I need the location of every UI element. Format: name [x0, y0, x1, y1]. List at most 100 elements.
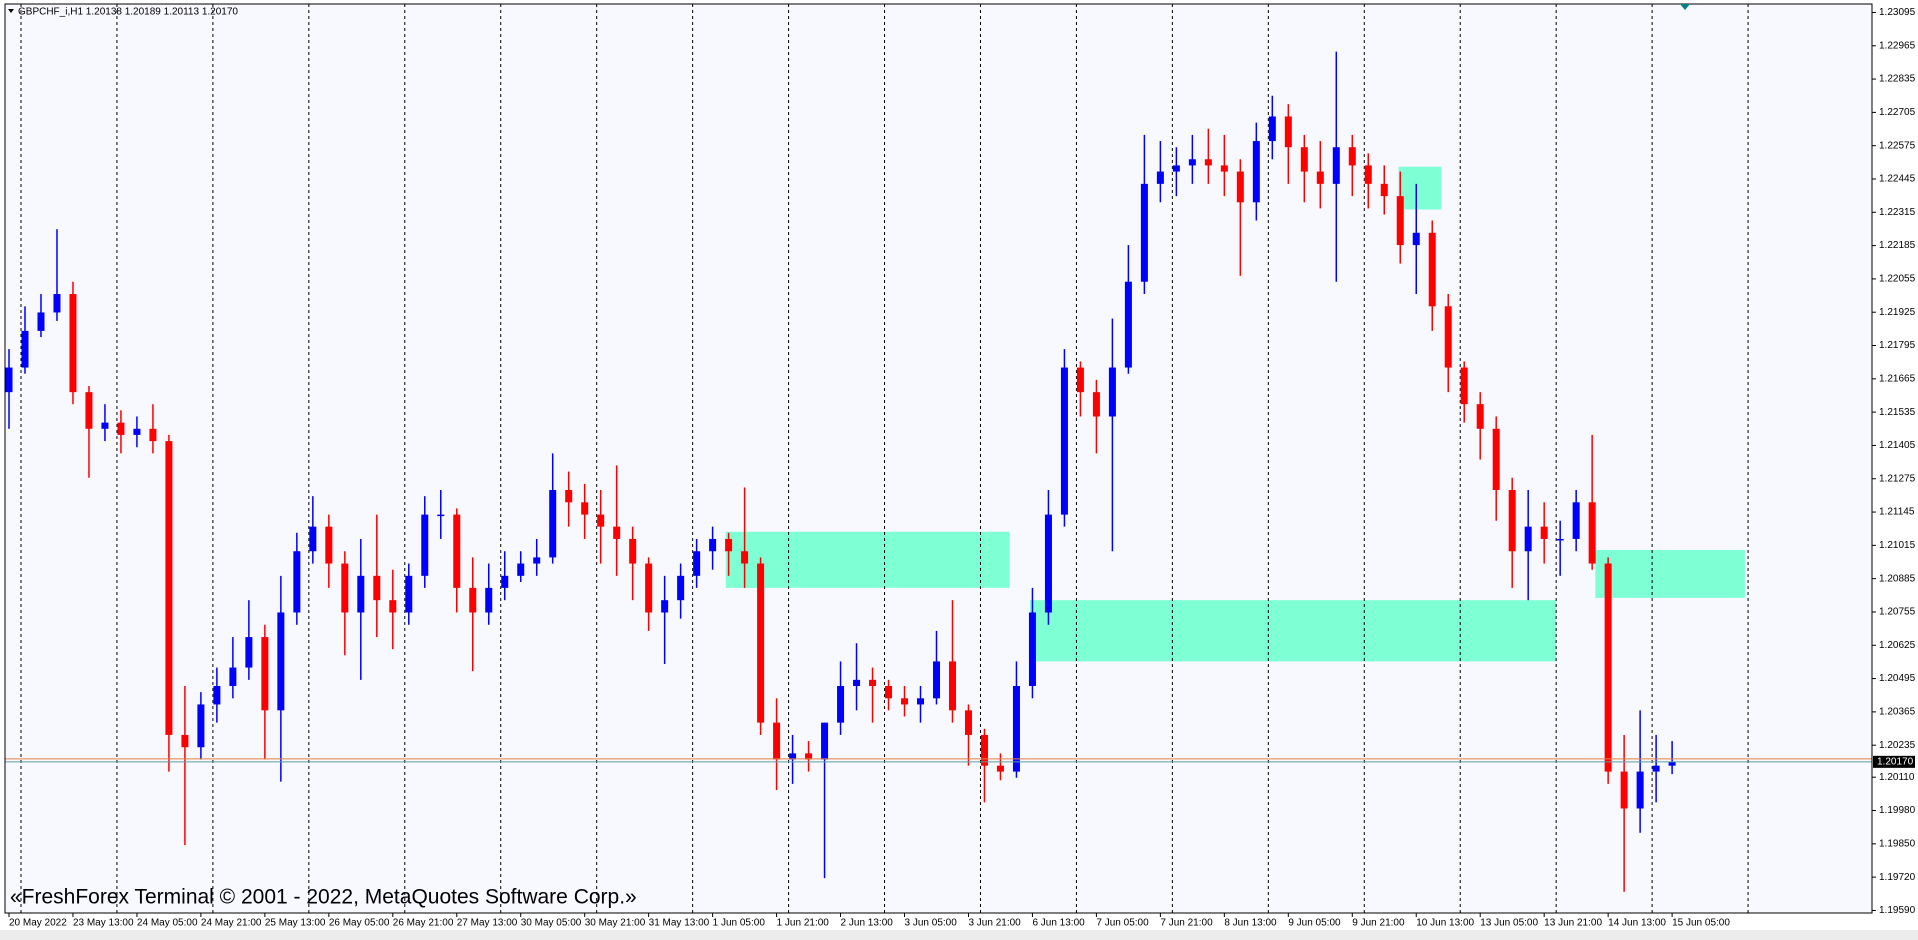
y-tick-label: 1.22835 — [1879, 74, 1916, 85]
candle-body — [677, 575, 685, 601]
candle-body — [165, 441, 173, 735]
candle-body — [1428, 232, 1436, 307]
x-tick-label: 3 Jun 21:00 — [968, 918, 1021, 929]
candle-body — [645, 563, 653, 613]
candle-body — [1588, 502, 1596, 564]
y-tick-label: 1.21665 — [1879, 373, 1916, 384]
candle-body — [309, 526, 317, 552]
candle-body — [1412, 232, 1420, 246]
x-tick-label: 7 Jun 21:00 — [1160, 918, 1213, 929]
candle-body — [1620, 771, 1628, 809]
y-tick-label: 1.22055 — [1879, 274, 1916, 285]
y-tick-label: 1.22705 — [1879, 107, 1916, 118]
candle-body — [1268, 116, 1276, 142]
candle-body — [821, 722, 829, 760]
candle-body — [996, 765, 1004, 772]
candle-body — [709, 538, 717, 552]
x-tick-label: 26 May 21:00 — [393, 918, 454, 929]
candle-body — [533, 557, 541, 564]
candle-body — [261, 637, 269, 711]
candle-body — [421, 514, 429, 576]
candle-body — [485, 587, 493, 613]
candle-body — [133, 428, 141, 435]
candle-body — [980, 734, 988, 766]
candle-body — [245, 637, 253, 668]
candle-body — [1364, 165, 1372, 184]
x-tick-label: 27 May 13:00 — [457, 918, 518, 929]
y-tick-label: 1.21925 — [1879, 307, 1916, 318]
candle-body — [1492, 428, 1500, 491]
candle-body — [1636, 771, 1644, 809]
candle-body — [37, 312, 45, 331]
candle-body — [325, 526, 333, 564]
y-tick-label: 1.19590 — [1879, 905, 1916, 916]
candle-body — [1460, 367, 1468, 405]
candle-body — [501, 575, 509, 588]
candle-body — [1140, 183, 1148, 282]
candle-body — [869, 679, 877, 687]
candle-body — [613, 526, 621, 539]
x-tick-label: 6 Jun 13:00 — [1032, 918, 1085, 929]
plot-frame — [4, 3, 1873, 914]
x-tick-label: 1 Jun 21:00 — [777, 918, 830, 929]
y-tick-label: 1.21795 — [1879, 340, 1916, 351]
candle-body — [1044, 514, 1052, 613]
y-tick-label: 1.20885 — [1879, 573, 1916, 584]
candle-body — [1380, 183, 1388, 197]
candle-body — [1284, 116, 1292, 148]
x-tick-label: 30 May 05:00 — [521, 918, 582, 929]
candle-body — [1124, 281, 1132, 368]
candle-body — [1172, 165, 1180, 172]
x-tick-label: 9 Jun 21:00 — [1352, 918, 1405, 929]
y-tick-label: 1.20235 — [1879, 740, 1916, 751]
zone — [1398, 166, 1442, 210]
candle-body — [469, 587, 477, 613]
y-tick-label: 1.20110 — [1879, 772, 1915, 783]
candle-body — [1604, 563, 1612, 772]
price-label-box — [1873, 755, 1915, 768]
x-tick-label: 7 Jun 05:00 — [1096, 918, 1149, 929]
candle-body — [773, 722, 781, 760]
y-tick-label: 1.21015 — [1879, 540, 1916, 551]
candle-body — [437, 514, 445, 517]
candle-body — [1028, 612, 1036, 687]
y-tick-label: 1.21405 — [1879, 440, 1916, 451]
x-tick-label: 14 Jun 13:00 — [1608, 918, 1666, 929]
candle-body — [1524, 526, 1532, 552]
zone — [1595, 549, 1745, 598]
y-tick-label: 1.23095 — [1879, 7, 1916, 18]
x-tick-label: 2 Jun 13:00 — [841, 918, 894, 929]
menu-arrow[interactable] — [8, 9, 14, 13]
candle-body — [405, 575, 413, 613]
candle-body — [197, 704, 205, 748]
candle-body — [885, 686, 893, 699]
y-tick-label: 1.20755 — [1879, 607, 1916, 618]
x-tick-label: 8 Jun 13:00 — [1224, 918, 1277, 929]
x-tick-label: 10 Jun 13:00 — [1416, 918, 1474, 929]
y-tick-label: 1.19850 — [1879, 838, 1916, 849]
x-tick-label: 25 May 13:00 — [265, 918, 326, 929]
zone — [1030, 600, 1557, 662]
candle-body — [1444, 306, 1452, 368]
candle-body — [229, 667, 237, 687]
candle-body — [964, 710, 972, 735]
candle-body — [101, 422, 109, 429]
y-tick-label: 1.19720 — [1879, 872, 1916, 883]
candle-body — [1076, 367, 1084, 393]
x-tick-label: 13 Jun 05:00 — [1480, 918, 1538, 929]
candle-body — [1108, 367, 1116, 417]
bottom-strip — [0, 930, 1918, 940]
candle-body — [933, 661, 941, 699]
candle-body — [1396, 196, 1404, 246]
x-tick-label: 1 Jun 05:00 — [713, 918, 766, 929]
candle-body — [1012, 686, 1020, 772]
candle-body — [1092, 392, 1100, 417]
candle-body — [293, 551, 301, 613]
candle-body — [5, 367, 13, 393]
candle-body — [1652, 765, 1660, 772]
candle-body — [1476, 404, 1484, 429]
candle-body — [69, 294, 77, 393]
x-tick-label: 31 May 13:00 — [649, 918, 710, 929]
shift-marker[interactable] — [1680, 4, 1690, 10]
candle-body — [1236, 171, 1244, 203]
